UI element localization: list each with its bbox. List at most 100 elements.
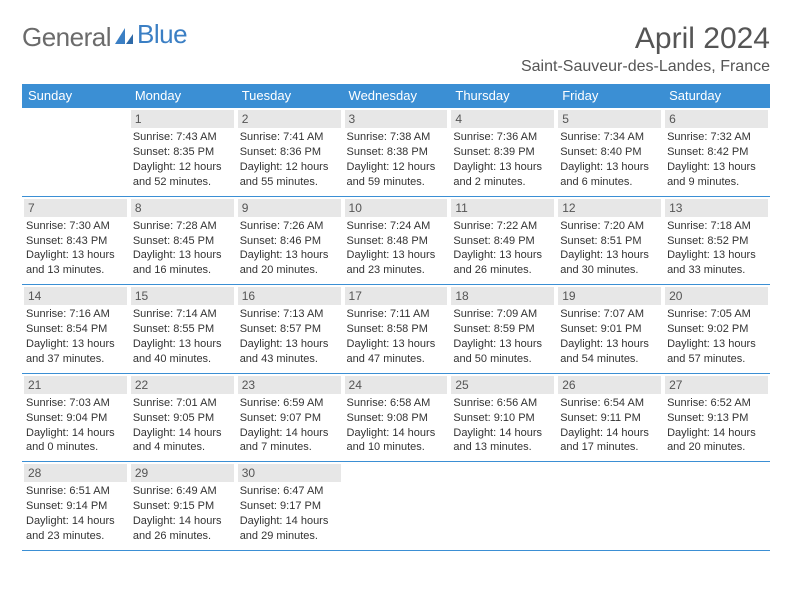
day-detail-line: Daylight: 14 hours	[560, 426, 659, 441]
day-number: 14	[24, 287, 127, 305]
day-details: Sunrise: 7:38 AMSunset: 8:38 PMDaylight:…	[345, 130, 448, 189]
day-detail-line: Sunrise: 7:13 AM	[240, 307, 339, 322]
day-details: Sunrise: 7:28 AMSunset: 8:45 PMDaylight:…	[131, 219, 234, 278]
day-details: Sunrise: 7:01 AMSunset: 9:05 PMDaylight:…	[131, 396, 234, 455]
day-number: 18	[451, 287, 554, 305]
day-detail-line: and 55 minutes.	[240, 175, 339, 190]
day-detail-line: Sunset: 8:58 PM	[347, 322, 446, 337]
day-detail-line: Sunset: 9:08 PM	[347, 411, 446, 426]
day-cell: 17 Sunrise: 7:11 AMSunset: 8:58 PMDayligh…	[343, 285, 450, 374]
day-details: Sunrise: 7:13 AMSunset: 8:57 PMDaylight:…	[238, 307, 341, 366]
day-cell: 21Sunrise: 7:03 AMSunset: 9:04 PMDayligh…	[22, 373, 129, 462]
day-detail-line: Sunrise: 7:22 AM	[453, 219, 552, 234]
day-detail-line: Sunrise: 7:41 AM	[240, 130, 339, 145]
day-detail-line: Daylight: 13 hours	[26, 337, 125, 352]
day-number: 4	[451, 110, 554, 128]
day-detail-line: Daylight: 12 hours	[240, 160, 339, 175]
day-cell: 19 Sunrise: 7:07 AMSunset: 9:01 PMDayligh…	[556, 285, 663, 374]
day-detail-line: Sunset: 8:59 PM	[453, 322, 552, 337]
day-detail-line: Sunrise: 7:43 AM	[133, 130, 232, 145]
logo-text-blue: Blue	[137, 19, 187, 50]
day-detail-line: Sunset: 9:10 PM	[453, 411, 552, 426]
day-detail-line: Sunrise: 6:52 AM	[667, 396, 766, 411]
day-details: Sunrise: 7:16 AMSunset: 8:54 PMDaylight:…	[24, 307, 127, 366]
day-number: 17	[345, 287, 448, 305]
day-details: Sunrise: 7:07 AMSunset: 9:01 PMDaylight:…	[558, 307, 661, 366]
day-details: Sunrise: 7:30 AMSunset: 8:43 PMDaylight:…	[24, 219, 127, 278]
day-detail-line: Sunset: 9:02 PM	[667, 322, 766, 337]
day-detail-line: Sunrise: 7:36 AM	[453, 130, 552, 145]
day-number: 28	[24, 464, 127, 482]
day-cell: 14 Sunrise: 7:16 AMSunset: 8:54 PMDayligh…	[22, 285, 129, 374]
week-row: 21Sunrise: 7:03 AMSunset: 9:04 PMDayligh…	[22, 373, 770, 462]
day-detail-line: Sunrise: 7:24 AM	[347, 219, 446, 234]
day-cell: 23Sunrise: 6:59 AMSunset: 9:07 PMDayligh…	[236, 373, 343, 462]
day-detail-line: and 26 minutes.	[133, 529, 232, 544]
logo: General Blue	[22, 22, 187, 53]
day-detail-line: Sunset: 8:39 PM	[453, 145, 552, 160]
day-details: Sunrise: 6:47 AMSunset: 9:17 PMDaylight:…	[238, 484, 341, 543]
header: General Blue April 2024 Saint-Sauveur-de…	[22, 22, 770, 76]
day-cell: 15Sunrise: 7:14 AMSunset: 8:55 PMDayligh…	[129, 285, 236, 374]
day-cell: 22Sunrise: 7:01 AMSunset: 9:05 PMDayligh…	[129, 373, 236, 462]
day-detail-line: and 23 minutes.	[347, 263, 446, 278]
day-number: 9	[238, 199, 341, 217]
day-detail-line: Sunrise: 7:11 AM	[347, 307, 446, 322]
day-header-cell: Wednesday	[343, 84, 450, 108]
day-number: 23	[238, 376, 341, 394]
day-detail-line: Daylight: 14 hours	[240, 426, 339, 441]
day-detail-line: and 29 minutes.	[240, 529, 339, 544]
day-detail-line: Daylight: 13 hours	[453, 337, 552, 352]
day-cell	[663, 462, 770, 551]
day-detail-line: Daylight: 13 hours	[26, 248, 125, 263]
day-detail-line: and 52 minutes.	[133, 175, 232, 190]
day-number: 24	[345, 376, 448, 394]
day-cell: 24Sunrise: 6:58 AMSunset: 9:08 PMDayligh…	[343, 373, 450, 462]
day-detail-line: Daylight: 13 hours	[560, 160, 659, 175]
day-detail-line: Daylight: 13 hours	[453, 248, 552, 263]
day-cell: 6Sunrise: 7:32 AMSunset: 8:42 PMDaylight…	[663, 108, 770, 197]
day-detail-line: Sunset: 8:46 PM	[240, 234, 339, 249]
day-cell: 25Sunrise: 6:56 AMSunset: 9:10 PMDayligh…	[449, 373, 556, 462]
day-detail-line: and 54 minutes.	[560, 352, 659, 367]
day-number: 25	[451, 376, 554, 394]
logo-text-gray: General	[22, 22, 111, 53]
day-cell: 7Sunrise: 7:30 AMSunset: 8:43 PMDaylight…	[22, 196, 129, 285]
day-cell: 27Sunrise: 6:52 AMSunset: 9:13 PMDayligh…	[663, 373, 770, 462]
week-row: 28Sunrise: 6:51 AMSunset: 9:14 PMDayligh…	[22, 462, 770, 551]
day-detail-line: and 20 minutes.	[667, 440, 766, 455]
day-cell: 8Sunrise: 7:28 AMSunset: 8:45 PMDaylight…	[129, 196, 236, 285]
day-cell: 26Sunrise: 6:54 AMSunset: 9:11 PMDayligh…	[556, 373, 663, 462]
day-details: Sunrise: 6:49 AMSunset: 9:15 PMDaylight:…	[131, 484, 234, 543]
day-header-cell: Tuesday	[236, 84, 343, 108]
day-detail-line: Sunrise: 7:16 AM	[26, 307, 125, 322]
day-cell: 1Sunrise: 7:43 AMSunset: 8:35 PMDaylight…	[129, 108, 236, 197]
day-detail-line: Sunrise: 7:32 AM	[667, 130, 766, 145]
day-detail-line: Daylight: 13 hours	[240, 337, 339, 352]
day-detail-line: and 50 minutes.	[453, 352, 552, 367]
day-cell: 28Sunrise: 6:51 AMSunset: 9:14 PMDayligh…	[22, 462, 129, 551]
day-number: 30	[238, 464, 341, 482]
day-detail-line: and 6 minutes.	[560, 175, 659, 190]
day-detail-line: Daylight: 13 hours	[667, 160, 766, 175]
day-cell	[449, 462, 556, 551]
day-header-cell: Sunday	[22, 84, 129, 108]
day-cell: 10Sunrise: 7:24 AMSunset: 8:48 PMDayligh…	[343, 196, 450, 285]
day-number: 5	[558, 110, 661, 128]
day-detail-line: Sunrise: 7:18 AM	[667, 219, 766, 234]
day-detail-line: Daylight: 12 hours	[347, 160, 446, 175]
day-detail-line: Daylight: 13 hours	[347, 337, 446, 352]
day-detail-line: Sunset: 8:43 PM	[26, 234, 125, 249]
day-detail-line: and 47 minutes.	[347, 352, 446, 367]
day-number: 16	[238, 287, 341, 305]
day-detail-line: Daylight: 13 hours	[667, 248, 766, 263]
day-details: Sunrise: 6:54 AMSunset: 9:11 PMDaylight:…	[558, 396, 661, 455]
day-number: 27	[665, 376, 768, 394]
day-detail-line: Sunrise: 7:30 AM	[26, 219, 125, 234]
day-number: 11	[451, 199, 554, 217]
day-detail-line: and 33 minutes.	[667, 263, 766, 278]
day-cell: 9Sunrise: 7:26 AMSunset: 8:46 PMDaylight…	[236, 196, 343, 285]
day-number: 19	[558, 287, 661, 305]
day-detail-line: Sunrise: 6:54 AM	[560, 396, 659, 411]
day-detail-line: Daylight: 13 hours	[453, 160, 552, 175]
